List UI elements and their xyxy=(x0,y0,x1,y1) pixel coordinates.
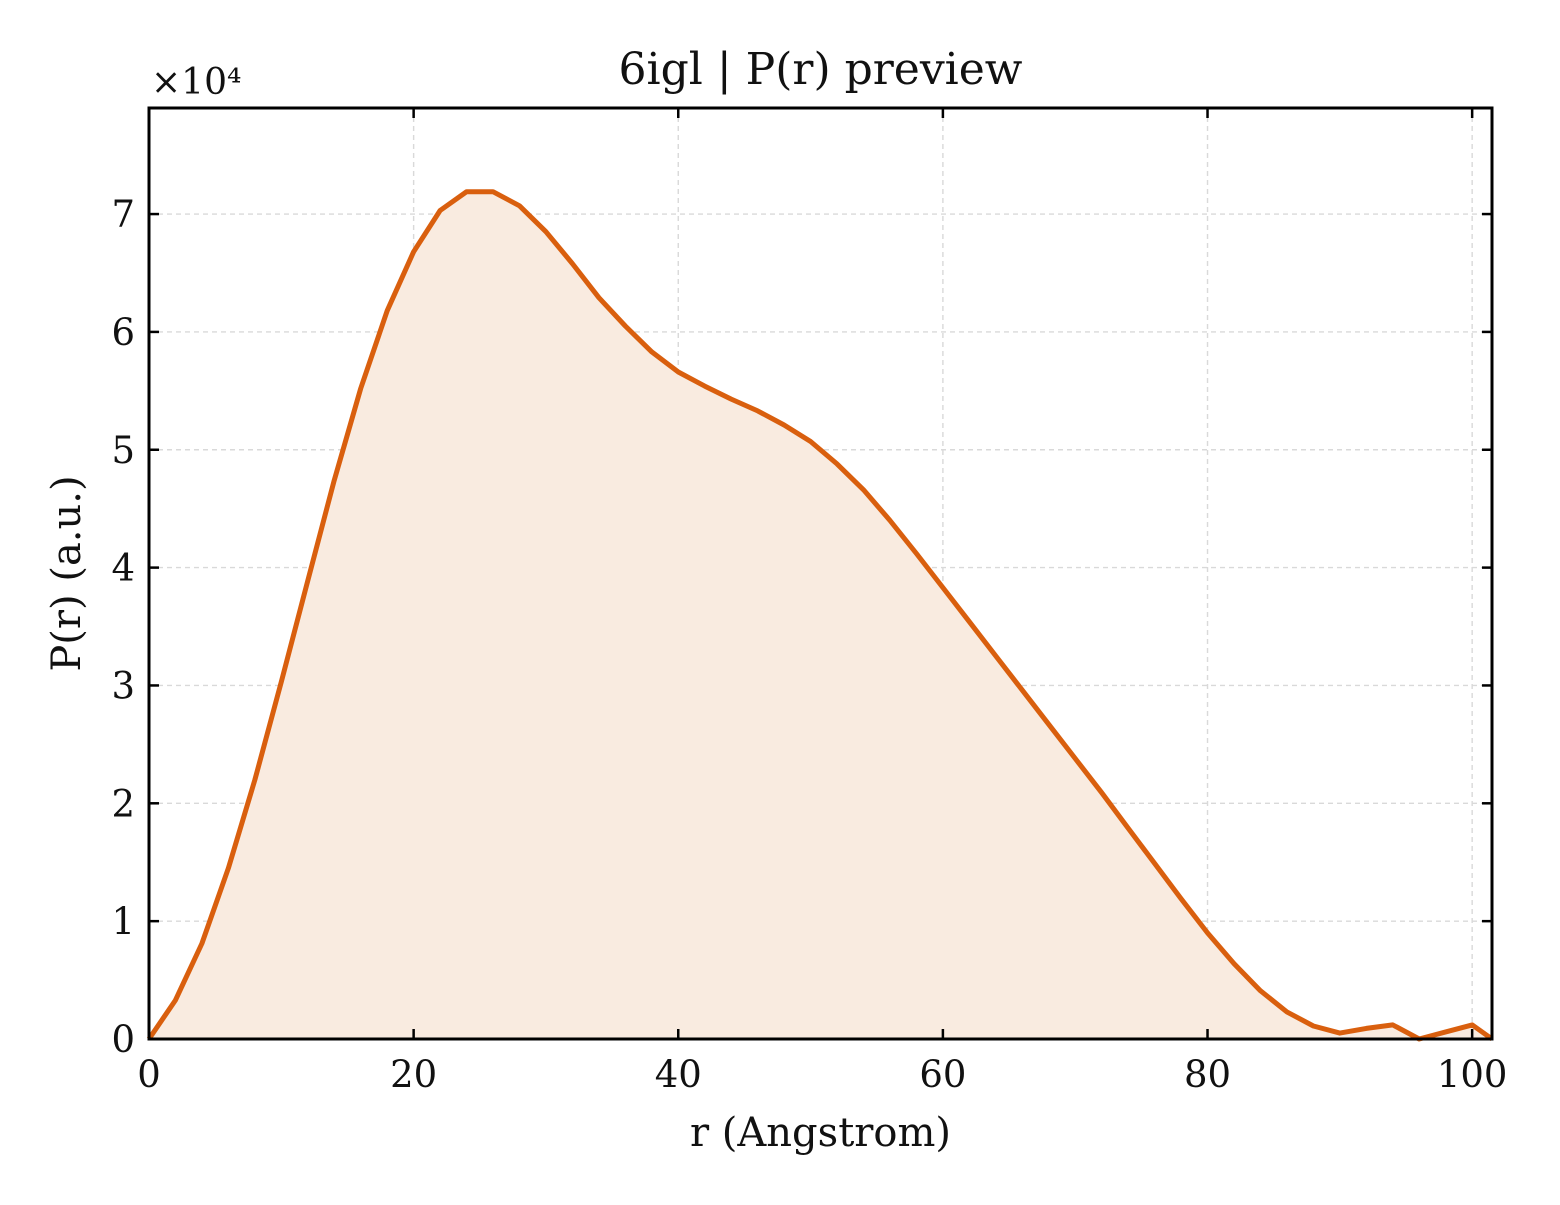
x-tick-label: 80 xyxy=(1184,1053,1231,1096)
y-tick-label: 7 xyxy=(111,193,135,236)
x-tick-label: 60 xyxy=(919,1053,966,1096)
y-axis-label: P(r) (a.u.) xyxy=(44,475,90,671)
y-axis-scale-exponent: ×10⁴ xyxy=(151,62,241,103)
chart-title: 6igl | P(r) preview xyxy=(619,44,1023,95)
y-tick-label: 6 xyxy=(111,311,135,354)
y-tick-label: 0 xyxy=(111,1018,135,1061)
y-tick-label: 4 xyxy=(111,547,135,590)
y-tick-label: 3 xyxy=(111,664,135,707)
x-tick-label: 20 xyxy=(390,1053,437,1096)
y-tick-label: 5 xyxy=(111,429,135,472)
x-tick-label: 100 xyxy=(1437,1053,1508,1096)
y-tick-label: 1 xyxy=(111,900,135,943)
x-axis-label: r (Angstrom) xyxy=(690,1110,951,1156)
y-tick-label: 2 xyxy=(111,782,135,825)
x-tick-label: 40 xyxy=(655,1053,702,1096)
x-tick-label: 0 xyxy=(137,1053,161,1096)
